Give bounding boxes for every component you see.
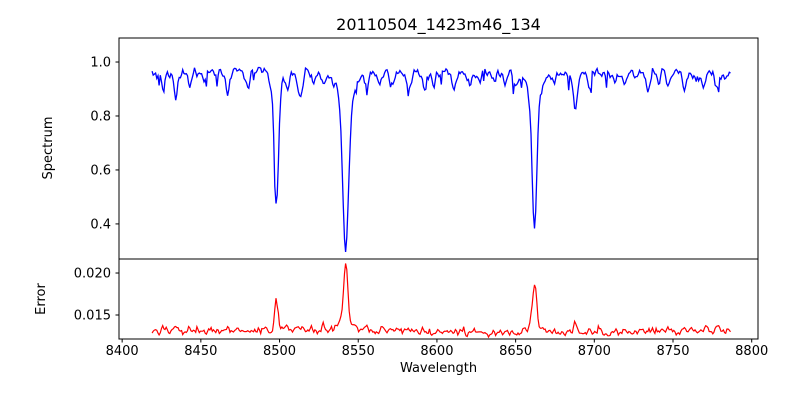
chart-title: 20110504_1423m46_134 (336, 15, 541, 35)
x-axis-label: Wavelength (400, 361, 477, 376)
y-axis-label-spectrum: Spectrum (41, 117, 56, 180)
error-line (151, 263, 731, 339)
x-tick-label: 8700 (578, 344, 611, 359)
x-tick-label: 8750 (656, 344, 689, 359)
spectrum-y-tick-label: 1.0 (90, 56, 111, 71)
x-tick-label: 8800 (735, 344, 768, 359)
x-tick-label: 8450 (184, 344, 217, 359)
y-axis-label-error: Error (34, 283, 49, 315)
x-tick-label: 8550 (342, 344, 375, 359)
x-tick-label: 8400 (106, 344, 139, 359)
spectrum-y-tick-label: 0.6 (90, 163, 111, 178)
x-tick-label: 8600 (420, 344, 453, 359)
x-tick-label: 8650 (499, 344, 532, 359)
error-y-tick-label: 0.015 (74, 308, 111, 323)
spectrum-line (151, 66, 731, 252)
x-tick-label: 8500 (263, 344, 296, 359)
error-panel-frame (118, 258, 759, 340)
spectrum-y-tick-label: 0.8 (90, 109, 111, 124)
spectrum-y-tick-label: 0.4 (90, 217, 111, 232)
error-y-tick-label: 0.020 (74, 267, 111, 282)
